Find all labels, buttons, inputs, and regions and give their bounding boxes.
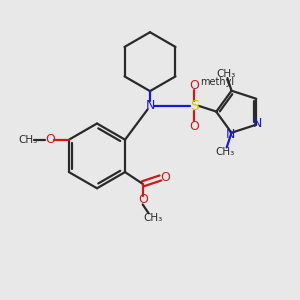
Text: methyl: methyl (200, 77, 234, 87)
Text: S: S (190, 99, 199, 113)
Text: O: O (189, 79, 199, 92)
Text: N: N (145, 99, 155, 112)
Text: O: O (138, 193, 148, 206)
Text: CH₃: CH₃ (19, 135, 38, 145)
Text: O: O (45, 133, 55, 146)
Text: N: N (225, 128, 235, 141)
Text: O: O (161, 172, 171, 184)
Text: CH₃: CH₃ (143, 213, 163, 223)
Text: O: O (189, 120, 199, 133)
Text: CH₃: CH₃ (216, 147, 235, 157)
Text: CH₃: CH₃ (217, 69, 236, 79)
Text: N: N (253, 117, 262, 130)
